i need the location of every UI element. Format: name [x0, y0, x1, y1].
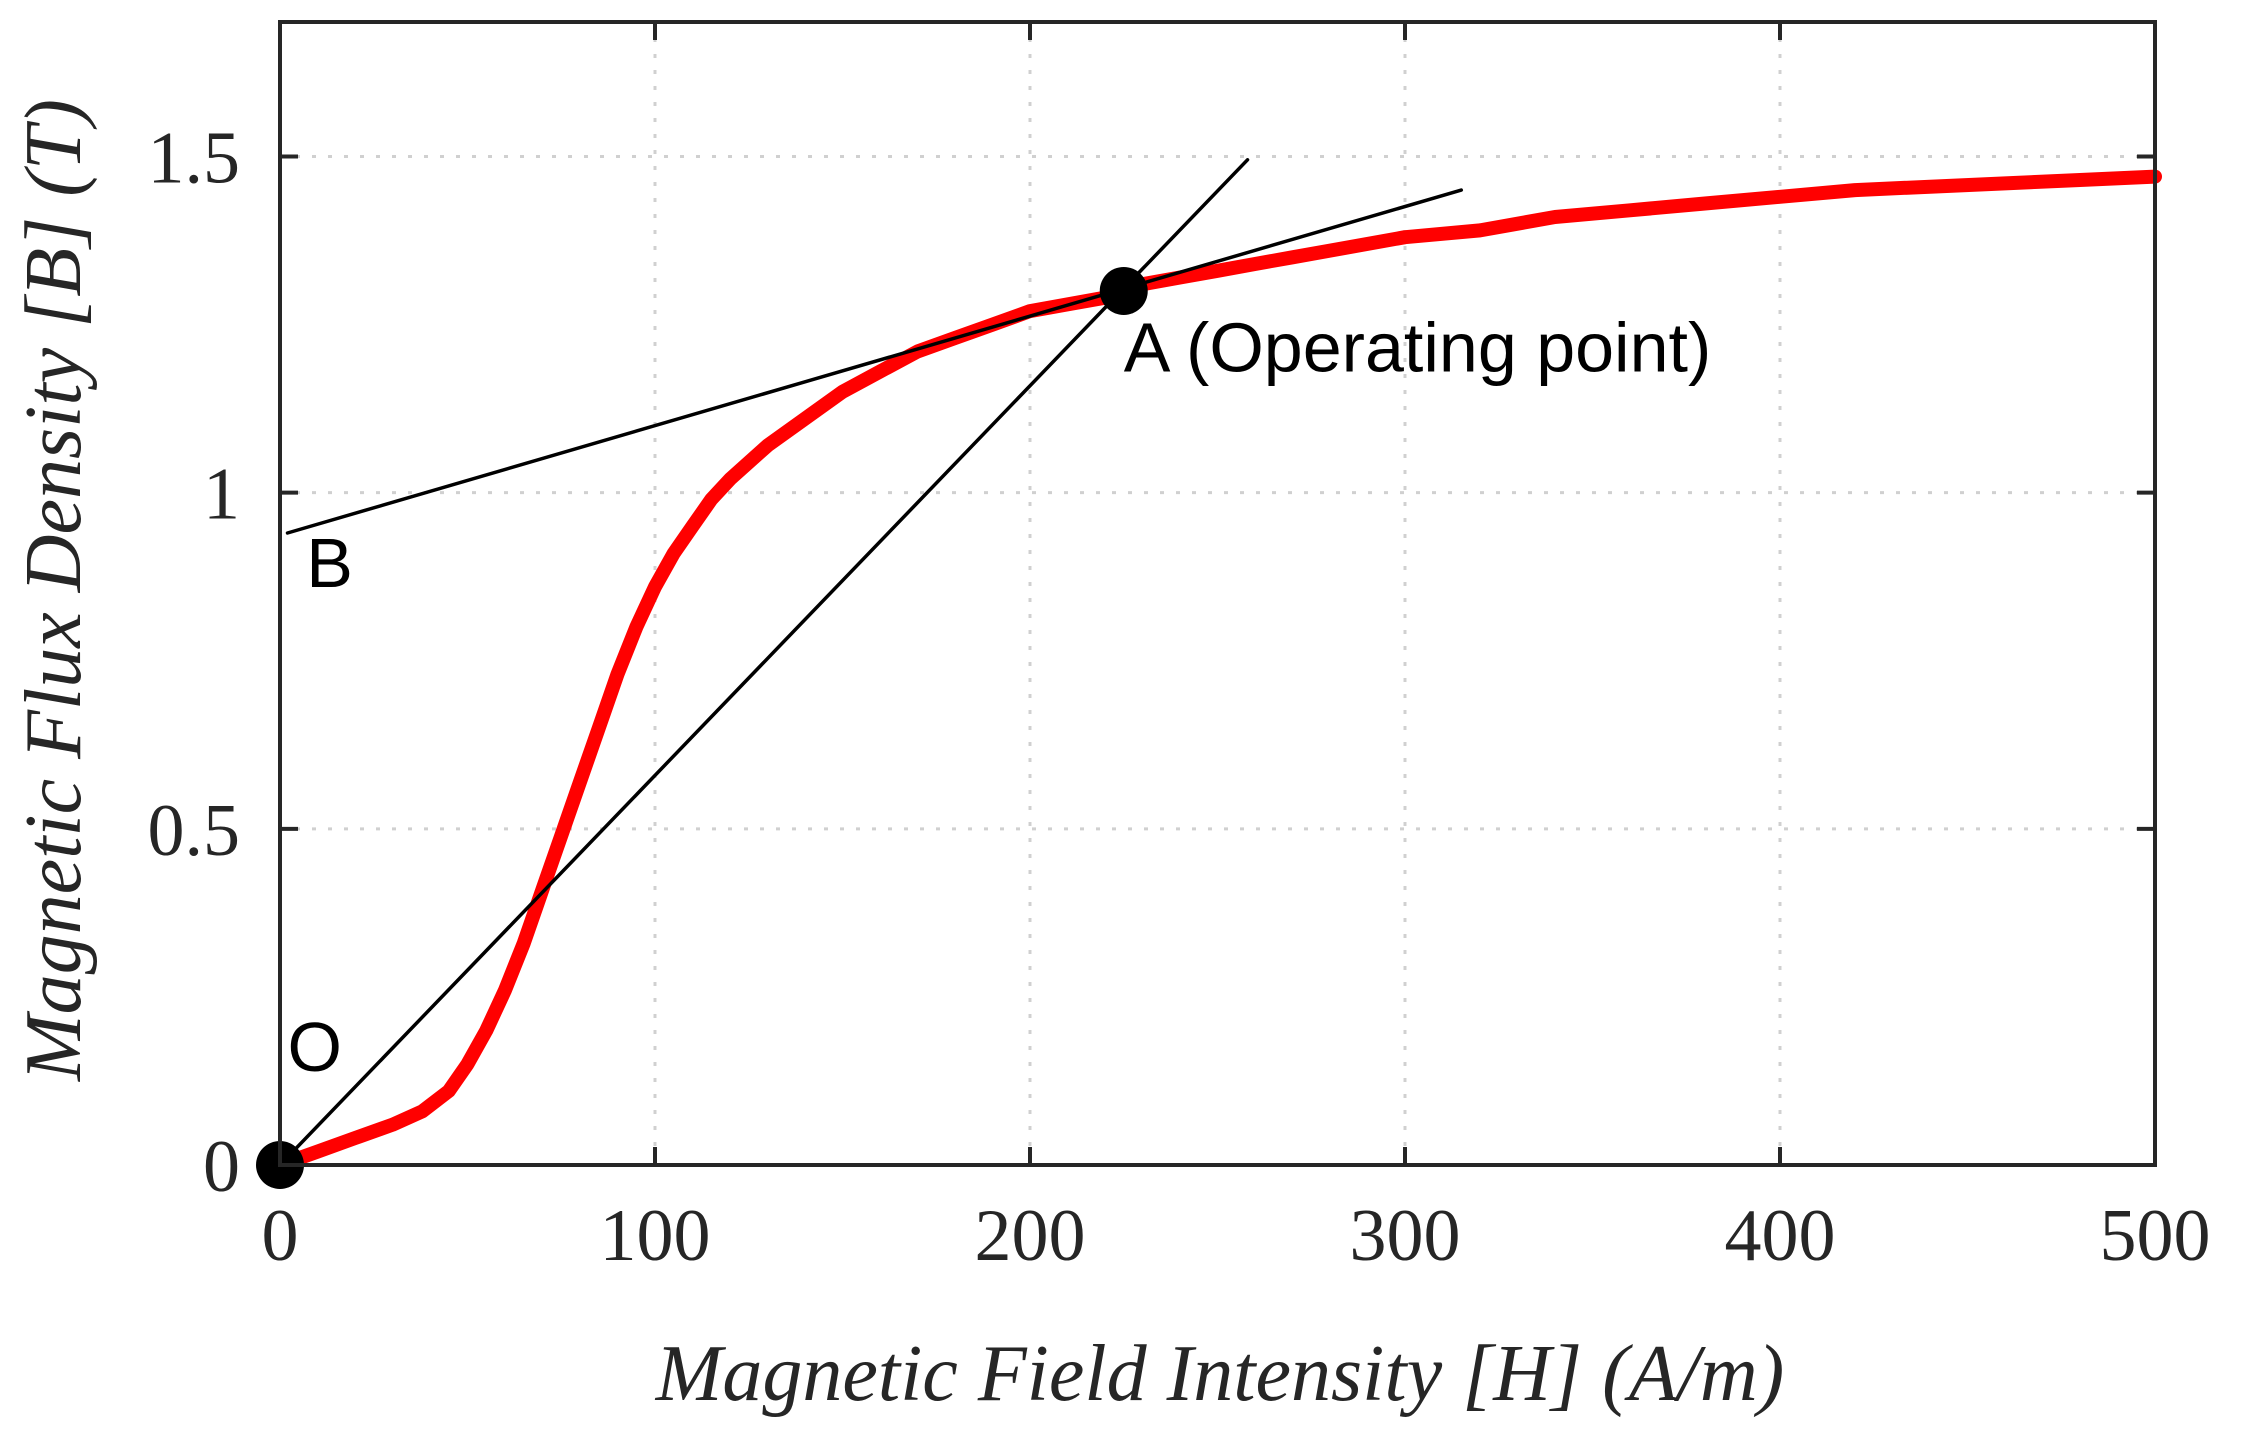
x-tick-label: 0 — [262, 1195, 299, 1277]
x-tick-label: 100 — [600, 1195, 711, 1277]
y-tick-label: 0 — [203, 1126, 240, 1208]
y-tick-label: 1.5 — [148, 117, 241, 199]
x-tick-label: 300 — [1350, 1195, 1461, 1277]
y-tick-label: 0.5 — [148, 790, 241, 872]
x-tick-label: 200 — [975, 1195, 1086, 1277]
x-tick-label: 400 — [1725, 1195, 1836, 1277]
annotation-label-0: A (Operating point) — [1124, 309, 1712, 387]
annotation-label-2: O — [288, 1008, 342, 1086]
y-tick-label: 1 — [203, 454, 240, 536]
bh-curve-chart: 0 100 200 300 400 500 0 0.5 1 1.5 A (Operating po… — [0, 0, 2243, 1446]
y-axis-label: Magnetic Flux Density [B] (T) — [10, 99, 98, 1082]
x-tick-label: 500 — [2100, 1195, 2211, 1277]
x-axis-label: Magnetic Field Intensity [H] (A/m) — [655, 1330, 1785, 1418]
annotation-label-1: B — [306, 524, 353, 602]
chart-background — [0, 0, 2243, 1446]
